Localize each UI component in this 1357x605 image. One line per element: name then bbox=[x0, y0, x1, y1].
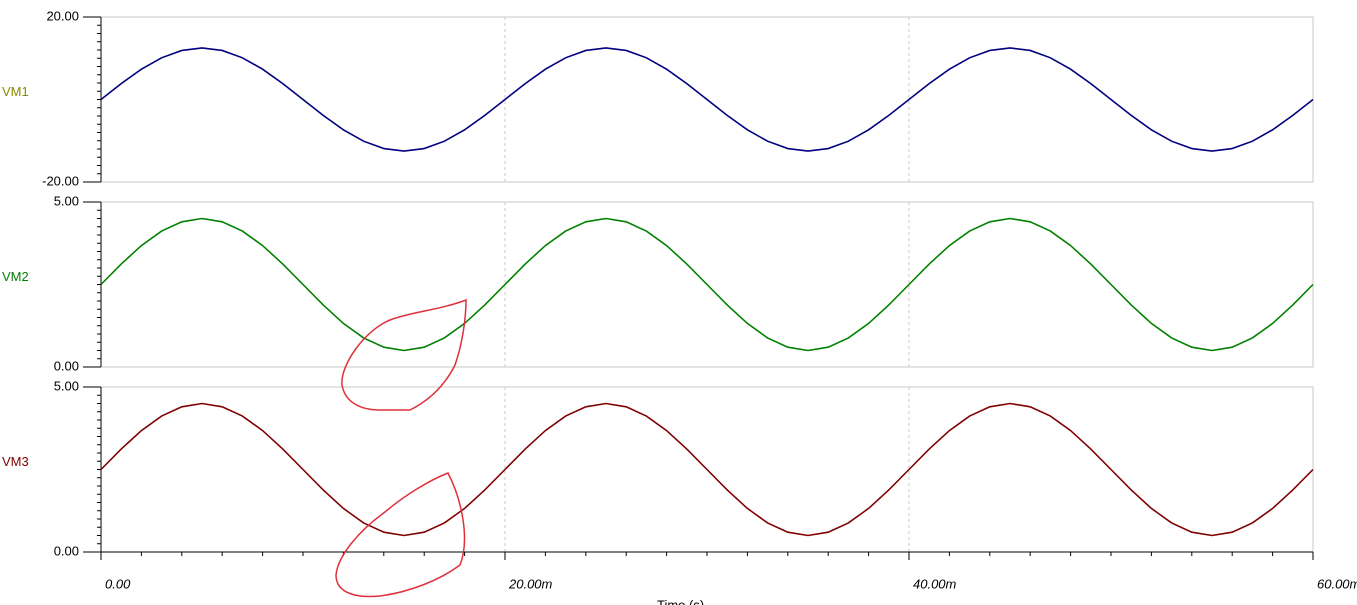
x-tick-label: 60.00m bbox=[1317, 576, 1357, 591]
annotation-circle bbox=[341, 298, 467, 411]
y-tick-label: 0.00 bbox=[54, 358, 79, 373]
y-tick-label: -20.00 bbox=[42, 173, 79, 188]
series-label: VM2 bbox=[2, 269, 29, 284]
series-line bbox=[100, 217, 1314, 352]
series-label: VM3 bbox=[2, 454, 29, 469]
y-tick-label: 20.00 bbox=[46, 8, 79, 23]
x-tick-label: 0.00 bbox=[105, 576, 131, 591]
annotation-circle bbox=[335, 472, 466, 598]
y-tick-label: 5.00 bbox=[54, 193, 79, 208]
series-line bbox=[100, 47, 1314, 152]
series-label: VM1 bbox=[2, 84, 29, 99]
plots: -20.00 20.00 VM1 0.00 5.00 VM2 0.00 20.00m 40.00… bbox=[2, 8, 1357, 605]
series-line bbox=[100, 402, 1314, 537]
x-tick-label: 20.00m bbox=[508, 576, 553, 591]
y-tick-label: 0.00 bbox=[54, 543, 79, 558]
y-tick-label: 5.00 bbox=[54, 378, 79, 393]
x-axis-label: Time (s) bbox=[657, 597, 704, 605]
x-tick-label: 40.00m bbox=[913, 576, 957, 591]
